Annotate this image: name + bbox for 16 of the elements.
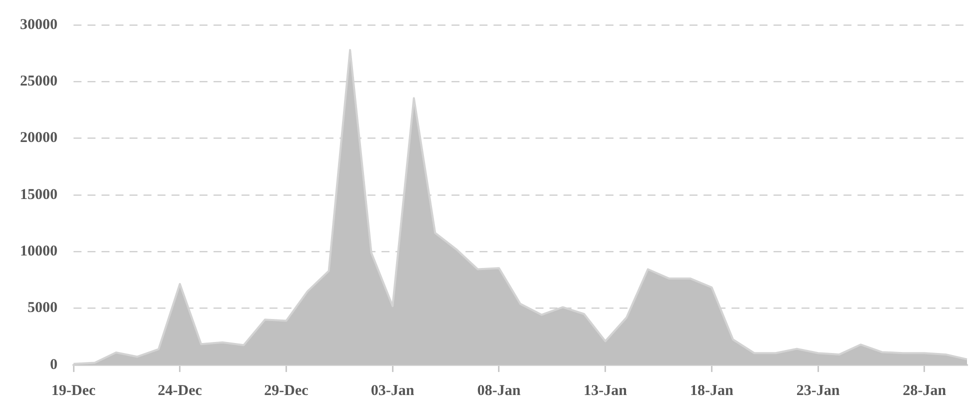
x-tick-label: 13-Jan — [584, 382, 628, 399]
x-tick-label: 19-Dec — [51, 382, 96, 399]
y-tick-label: 5000 — [28, 300, 58, 316]
x-tick-label: 29-Dec — [264, 382, 309, 399]
y-tick-label: 10000 — [20, 244, 58, 260]
x-tick-label: 24-Dec — [158, 382, 202, 399]
y-tick-label: 0 — [50, 356, 58, 373]
y-tick-label: 20000 — [20, 130, 58, 146]
y-tick-label: 25000 — [20, 74, 58, 90]
y-tick-label: 15000 — [20, 186, 58, 203]
x-tick-label: 03-Jan — [370, 382, 415, 399]
x-tick-label: 28-Jan — [902, 382, 947, 399]
x-tick-label: 23-Jan — [796, 382, 840, 399]
y-tick-label: 30000 — [20, 16, 58, 33]
x-tick-label: 08-Jan — [477, 382, 522, 399]
x-tick-label: 18-Jan — [690, 382, 734, 399]
